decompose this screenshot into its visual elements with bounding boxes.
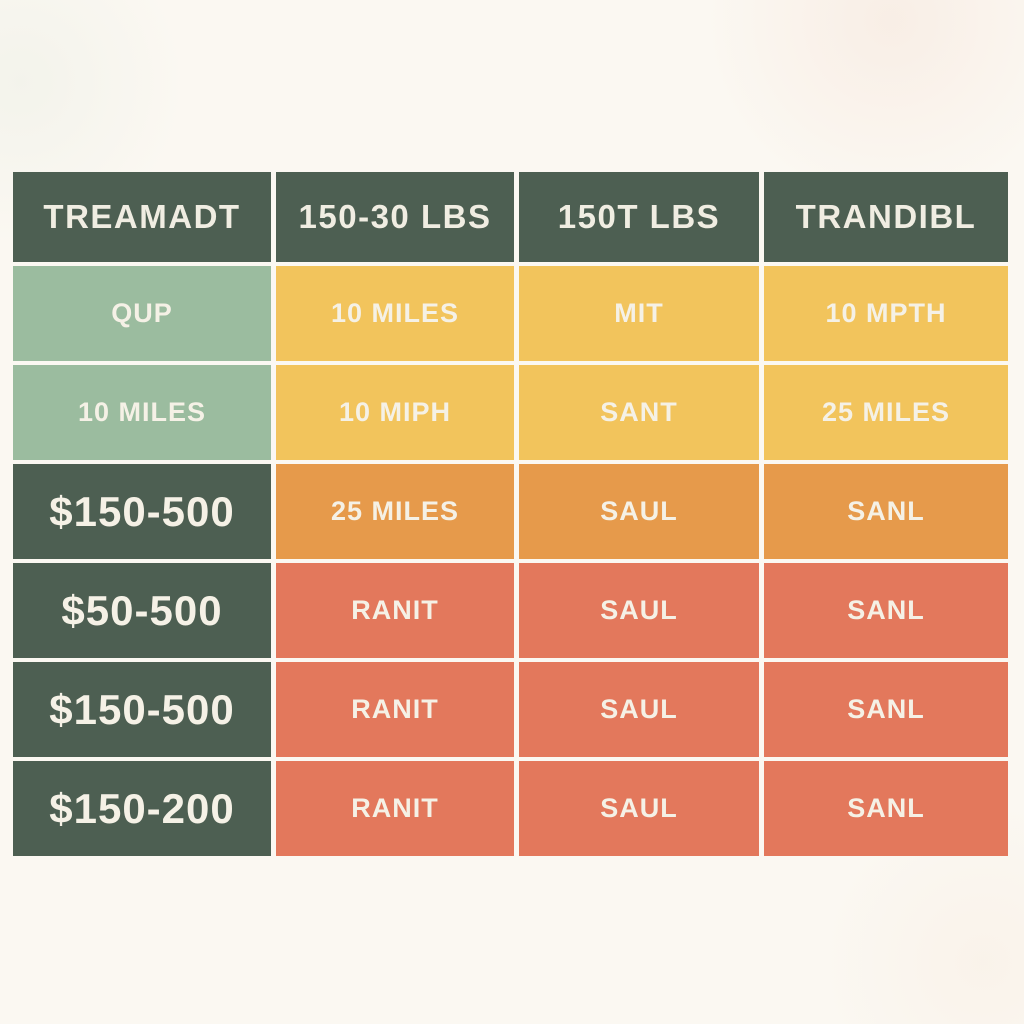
- table-cell: 25 MILES: [764, 365, 1008, 460]
- header-cell: TREAMADT: [13, 172, 271, 262]
- table-cell: MIT: [519, 266, 759, 361]
- table-cell: 25 MILES: [276, 464, 514, 559]
- table-cell: SAUL: [519, 761, 759, 856]
- header-cell: 150-30 LBS: [276, 172, 514, 262]
- table-cell: RANIT: [276, 662, 514, 757]
- table-cell: 10 MIPH: [276, 365, 514, 460]
- table-cell: SANL: [764, 662, 1008, 757]
- table-cell: $150-200: [13, 761, 271, 856]
- table-cell: SANT: [519, 365, 759, 460]
- table-cell: $150-500: [13, 464, 271, 559]
- table-cell: 10 MILES: [276, 266, 514, 361]
- table-cell: SAUL: [519, 464, 759, 559]
- table-cell: RANIT: [276, 761, 514, 856]
- table-cell: 10 MPTH: [764, 266, 1008, 361]
- table-cell: SANL: [764, 563, 1008, 658]
- header-cell: TRANDIBL: [764, 172, 1008, 262]
- table-cell: SAUL: [519, 662, 759, 757]
- table-cell: QUP: [13, 266, 271, 361]
- comparison-table: TREAMADT 150-30 LBS 150T LBS TRANDIBL QUP 10 …: [13, 172, 1008, 856]
- header-cell: 150T LBS: [519, 172, 759, 262]
- table-cell: RANIT: [276, 563, 514, 658]
- table-cell: $150-500: [13, 662, 271, 757]
- table-cell: SANL: [764, 464, 1008, 559]
- table-cell: $50-500: [13, 563, 271, 658]
- table-cell: 10 MILES: [13, 365, 271, 460]
- table-cell: SANL: [764, 761, 1008, 856]
- table-cell: SAUL: [519, 563, 759, 658]
